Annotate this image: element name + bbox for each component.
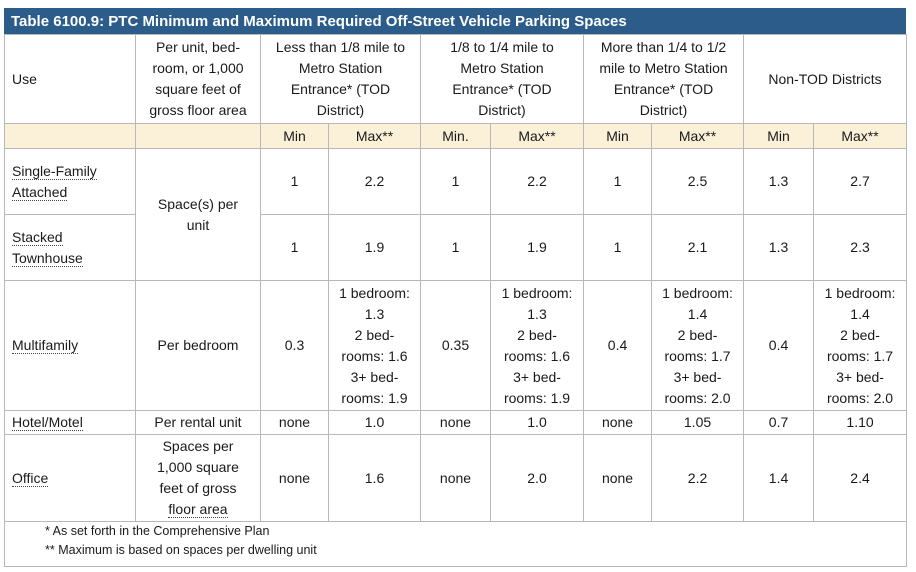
- value-cell: 0.4: [743, 280, 815, 411]
- value-cell: 1: [420, 148, 491, 215]
- table-row: Office Spaces per 1,000 square feet of g…: [4, 434, 908, 522]
- zone2-header: 1/8 to 1/4 mile to Metro Station Entranc…: [419, 34, 585, 124]
- zone1-header: Less than 1/8 mile to Metro Station Entr…: [260, 34, 421, 124]
- use-header: Use: [4, 34, 136, 124]
- value-cell: 1.05: [651, 410, 745, 435]
- header-row: Use Per unit, bed- room, or 1,000 square…: [4, 34, 908, 124]
- value-cell-multiline: 1 bedroom: 1.4 2 bed- rooms: 1.7 3+ bed-roo…: [813, 280, 908, 411]
- value-cell: 2.2: [651, 434, 745, 522]
- value-cell: 1.6: [328, 434, 421, 522]
- value-cell: none: [583, 410, 653, 435]
- value-cell: 1: [583, 214, 653, 281]
- footnotes: * As set forth in the Comprehensive Plan…: [3, 521, 908, 567]
- subheader-max: Max**: [328, 123, 421, 149]
- value-cell: none: [420, 410, 491, 435]
- value-cell-multiline: 1 bedroom: 1.3 2 bed- rooms: 1.6 3+ bed-roo…: [489, 280, 585, 411]
- value-cell: 2.2: [328, 148, 421, 215]
- value-cell: 1.0: [328, 410, 421, 435]
- subheader-max: Max**: [489, 123, 585, 149]
- notes-row: * As set forth in the Comprehensive Plan…: [3, 521, 908, 567]
- subheader-max: Max**: [813, 123, 908, 149]
- value-cell: none: [260, 434, 329, 522]
- value-cell: none: [260, 410, 329, 435]
- subheader-blank: [4, 123, 136, 149]
- value-cell: 0.3: [260, 280, 329, 411]
- table-row: Stacked Townhouse 1 1.9 1 1.9 1 2.1 1.3 …: [4, 214, 908, 281]
- table-row: Multifamily Per bedroom 0.3 1 bedroom: 1.…: [4, 280, 908, 411]
- value-cell: 0.35: [420, 280, 491, 411]
- value-cell: 2.3: [813, 214, 908, 281]
- table-row: Hotel/Motel Per rental unit none 1.0 non…: [4, 410, 908, 435]
- basis-space-per-unit: Space(s) per unit: [135, 148, 261, 281]
- subheader-min: Min: [260, 123, 329, 149]
- value-cell: 1.0: [489, 410, 585, 435]
- subheader-row: Min Max** Min. Max** Min Max** Min Max**: [4, 123, 908, 149]
- zone3-header: More than 1/4 to 1/2 mile to Metro Stati…: [583, 34, 745, 124]
- value-cell: 1: [260, 214, 329, 281]
- basis-per-1000-sqft: Spaces per 1,000 square feet of gross fl…: [135, 434, 261, 522]
- use-hotel-motel: Hotel/Motel: [4, 410, 136, 435]
- value-cell: 2.7: [813, 148, 908, 215]
- subheader-blank: [135, 123, 261, 149]
- subheader-max: Max**: [651, 123, 745, 149]
- value-cell: 1.9: [489, 214, 585, 281]
- subheader-min: Min.: [420, 123, 491, 149]
- value-cell-multiline: 1 bedroom: 1.4 2 bed- rooms: 1.7 3+ bed-roo…: [651, 280, 745, 411]
- value-cell: 2.2: [489, 148, 585, 215]
- basis-per-bedroom: Per bedroom: [135, 280, 261, 411]
- parking-table: Use Per unit, bed- room, or 1,000 square…: [3, 34, 908, 567]
- basis-header: Per unit, bed- room, or 1,000 square fee…: [135, 34, 261, 124]
- subheader-min: Min: [743, 123, 815, 149]
- value-cell: 1: [260, 148, 329, 215]
- zone4-header: Non-TOD Districts: [743, 34, 908, 124]
- use-office: Office: [4, 434, 136, 522]
- value-cell: 2.4: [813, 434, 908, 522]
- use-multifamily: Multifamily: [4, 280, 136, 411]
- value-cell: 1.3: [743, 214, 815, 281]
- value-cell: 1.10: [813, 410, 908, 435]
- value-cell: 1.4: [743, 434, 815, 522]
- use-stacked-townhouse: Stacked Townhouse: [4, 214, 136, 281]
- basis-per-rental-unit: Per rental unit: [135, 410, 261, 435]
- value-cell-multiline: 1 bedroom: 1.3 2 bed- rooms: 1.6 3+ bed-roo…: [328, 280, 421, 411]
- footnote: * As set forth in the Comprehensive Plan: [45, 524, 270, 538]
- value-cell: 1.3: [743, 148, 815, 215]
- table-title: Table 6100.9: PTC Minimum and Maximum Re…: [4, 8, 906, 34]
- value-cell: 2.5: [651, 148, 745, 215]
- parking-table-container: Table 6100.9: PTC Minimum and Maximum Re…: [3, 8, 908, 567]
- value-cell: none: [420, 434, 491, 522]
- value-cell: 1: [583, 148, 653, 215]
- value-cell: 1.9: [328, 214, 421, 281]
- value-cell: 1: [420, 214, 491, 281]
- subheader-min: Min: [583, 123, 653, 149]
- value-cell: 2.1: [651, 214, 745, 281]
- table-row: Single-Family Attached Space(s) per unit…: [4, 148, 908, 281]
- value-cell: 0.7: [743, 410, 815, 435]
- use-single-family-attached: Single-Family Attached: [4, 148, 136, 215]
- footnote: ** Maximum is based on spaces per dwelli…: [45, 543, 317, 557]
- value-cell: none: [583, 434, 653, 522]
- value-cell: 2.0: [489, 434, 585, 522]
- value-cell: 0.4: [583, 280, 653, 411]
